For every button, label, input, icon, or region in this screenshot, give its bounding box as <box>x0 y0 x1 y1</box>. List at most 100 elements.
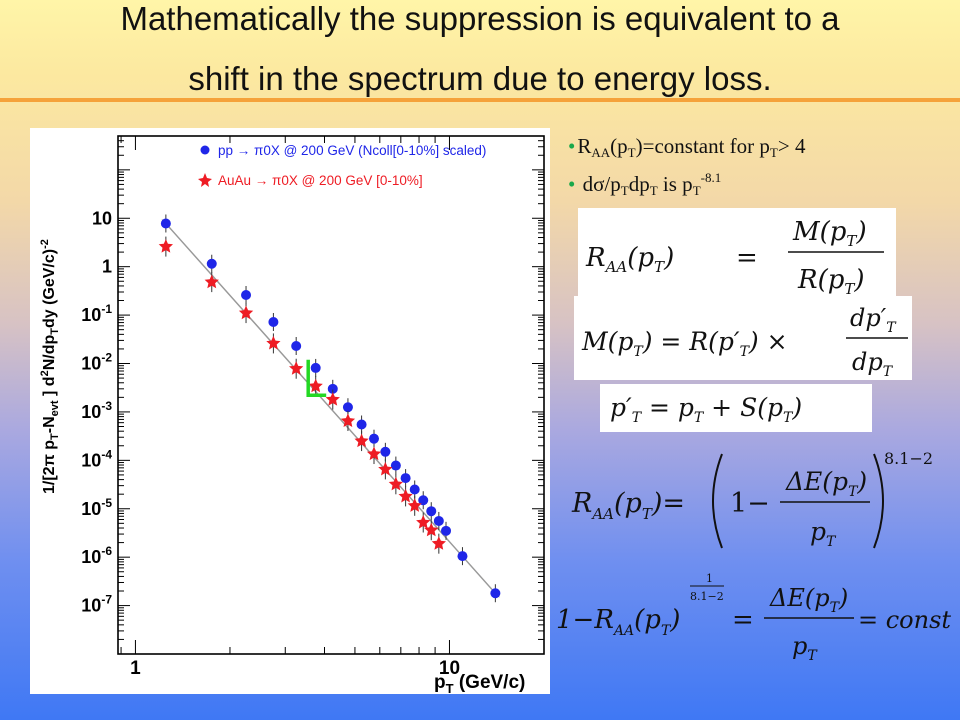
y-tick-label: 10-7 <box>81 593 112 616</box>
pp-point <box>342 402 353 413</box>
note-raa-constant: •RAA(pT)=constant for pT> 4 <box>568 134 805 161</box>
pp-point <box>356 419 367 430</box>
y-tick-label: 10-4 <box>81 447 112 470</box>
bullet-2: • <box>568 172 576 196</box>
legend-pp-marker <box>200 145 210 155</box>
auau-point <box>424 522 439 537</box>
auau-point <box>158 239 173 253</box>
legend-auau-marker <box>198 173 212 187</box>
legend-auau-label: AuAu → π0X @ 200 GeV [0-10%] <box>218 173 423 188</box>
svg-text:8.1−2: 8.1−2 <box>690 590 724 603</box>
auau-point <box>308 378 323 393</box>
auau-point <box>416 515 431 529</box>
y-tick-label: 10 <box>92 208 112 228</box>
auau-point <box>366 446 382 461</box>
pp-point <box>418 495 429 506</box>
auau-point <box>325 392 340 406</box>
note2-part-c: is p <box>657 172 693 196</box>
y-tick-label: 10-3 <box>81 399 112 422</box>
y-tick-label: 10-5 <box>81 496 112 519</box>
equation-shifted-momentum-svg: p′T = pT + S(pT) <box>610 393 802 426</box>
pp-point <box>433 515 444 526</box>
note2-sub-t3: T <box>692 183 701 198</box>
y-tick-label: 10-6 <box>81 544 112 567</box>
series-layer <box>158 214 501 603</box>
svg-text:=: = <box>736 243 758 273</box>
pp-point <box>390 460 401 471</box>
y-tick-label: 1 <box>102 257 112 277</box>
bullet-1: • <box>568 134 576 158</box>
svg-text:M(pT): M(pT) <box>792 217 867 250</box>
title-underline <box>0 98 960 102</box>
pp-point <box>368 433 379 444</box>
auau-point <box>289 361 304 375</box>
title-line-2: shift in the spectrum due to energy loss… <box>188 60 772 97</box>
svg-text:ΔE(pT): ΔE(pT) <box>785 467 867 500</box>
note1-part-d: > 4 <box>777 134 806 158</box>
note1-sub-t1: T <box>627 145 636 160</box>
pp-point <box>160 218 171 229</box>
equation-shifted-momentum: p′T = pT + S(pT) <box>600 384 872 432</box>
y-tick-label: 10-2 <box>81 351 112 374</box>
svg-text:pT: pT <box>810 517 837 550</box>
svg-text:R(pT): R(pT) <box>797 265 865 296</box>
auau-point <box>398 488 413 503</box>
x-tick-labels: 1 10 <box>130 658 460 679</box>
equation-shift-relation: M(pT) = R(p′T) × dp′T dpT <box>574 296 912 380</box>
auau-point <box>354 433 369 448</box>
equation-raa-ratio-svg: RAA(pT) = M(pT) R(pT) <box>585 217 884 296</box>
pp-point <box>380 446 391 457</box>
svg-text:8.1−2: 8.1−2 <box>884 449 933 468</box>
svg-text:1−RAA(pT): 1−RAA(pT) <box>556 605 680 639</box>
equation-constant-loss: 1−RAA(pT) 1 8.1−2 = ΔE(pT) pT = const <box>556 572 951 664</box>
note2-part-a: dσ/p <box>577 172 621 196</box>
svg-text:pT: pT <box>792 632 818 664</box>
auau-point <box>431 536 446 550</box>
spectrum-plot: 10 1 10-1 10-2 10-3 10-4 10-5 10-6 10-7 1 10 pp →… <box>39 135 545 694</box>
auau-point <box>340 413 356 427</box>
equation-raa-ratio: RAA(pT) = M(pT) R(pT) <box>578 208 896 296</box>
svg-text:dpT: dpT <box>852 348 894 380</box>
pp-point <box>441 525 452 536</box>
svg-text:RAA(pT): RAA(pT) <box>585 243 674 276</box>
legend: pp → π0X @ 200 GeV (Ncoll[0-10%] scaled)… <box>198 143 486 188</box>
note1-part-c: )=constant for p <box>635 134 770 158</box>
svg-text:RAA(pT)=: RAA(pT)= <box>571 488 685 523</box>
auau-point <box>204 274 219 289</box>
slide-title: Mathematically the suppression is equiva… <box>0 0 960 102</box>
x-axis-title-sub: T <box>446 681 454 694</box>
x-axis-title-main: p <box>434 672 446 693</box>
note1-part-b: (p <box>610 134 628 158</box>
note1-sub-t2: T <box>769 145 778 160</box>
equation-shift-relation-svg: M(pT) = R(p′T) × dp′T dpT <box>581 304 908 380</box>
svg-text:1−: 1− <box>730 488 770 519</box>
pp-point <box>241 289 252 300</box>
auau-point <box>378 461 393 476</box>
pp-point <box>409 484 420 495</box>
title-line-1: Mathematically the suppression is equiva… <box>120 0 840 37</box>
svg-text:M(pT) = R(p′T) ×: M(pT) = R(p′T) × <box>581 327 788 360</box>
pp-point <box>291 340 302 351</box>
pp-point <box>400 473 411 484</box>
x-tick-label: 10 <box>439 658 460 679</box>
svg-text:dp′T: dp′T <box>850 304 897 336</box>
y-tick-labels: 10 1 10-1 10-2 10-3 10-4 10-5 10-6 10-7 <box>81 208 112 615</box>
axis-ticks <box>118 135 545 655</box>
pp-point <box>310 362 321 373</box>
note2-sub-t1: T <box>620 183 629 198</box>
note2-part-b: dp <box>628 172 650 196</box>
shift-layer <box>306 359 327 398</box>
svg-text:p′T = pT + S(pT): p′T = pT + S(pT) <box>610 393 802 426</box>
note2-exponent: -8.1 <box>700 170 722 185</box>
note1-sub-aa: AA <box>591 145 611 160</box>
pp-point <box>426 506 437 517</box>
auau-point <box>238 305 254 320</box>
pp-point <box>327 383 338 394</box>
note-power-law: • dσ/pTdpT is pT-8.1 <box>568 170 721 199</box>
pp-point <box>490 588 501 599</box>
auau-point <box>388 476 403 491</box>
svg-text:=: = <box>732 605 754 635</box>
note2-sub-t2: T <box>649 183 658 198</box>
y-axis-title: 1/[2π pT-Nevt ] d2N/dpTdy (GeV/c)-2 <box>39 239 61 494</box>
auau-point <box>407 498 422 512</box>
